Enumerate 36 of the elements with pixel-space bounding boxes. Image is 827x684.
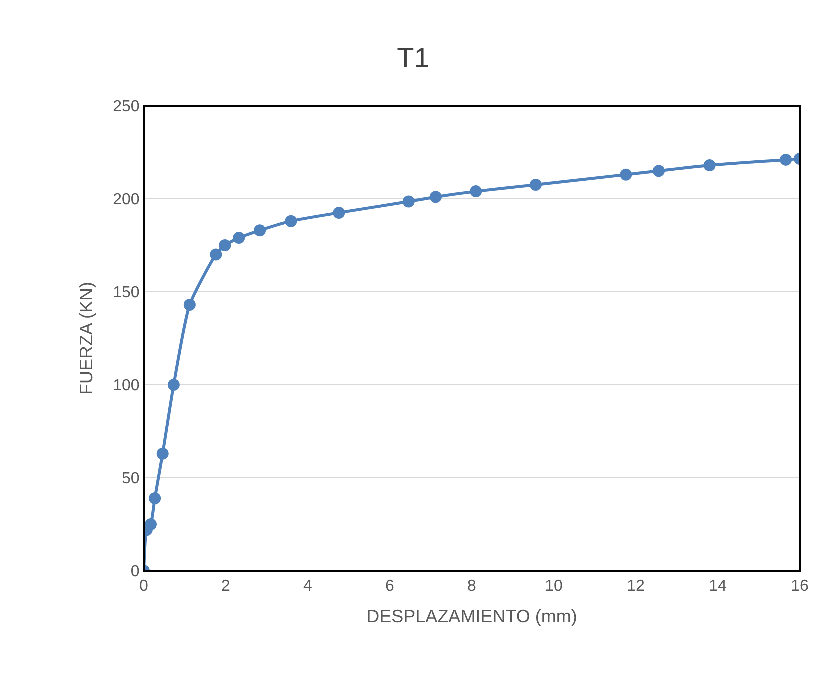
x-tick-label: 16 — [791, 578, 809, 596]
point — [652, 165, 665, 178]
y-tick-label: 200 — [113, 192, 140, 209]
point — [156, 448, 169, 460]
point — [430, 191, 442, 204]
point — [285, 215, 298, 228]
point — [219, 240, 232, 252]
y-tick-label: 150 — [113, 284, 140, 302]
y-tick-label: 250 — [113, 98, 140, 116]
y-axis-title: FUERZA (KN) — [76, 282, 96, 396]
point — [168, 379, 180, 391]
x-tick-label: 14 — [709, 578, 727, 596]
point — [620, 168, 632, 181]
point — [402, 196, 415, 208]
point — [333, 206, 346, 219]
point — [149, 492, 162, 504]
y-tick-label: 50 — [122, 470, 140, 488]
x-tick-label: 6 — [386, 578, 395, 596]
point — [704, 160, 716, 172]
point — [184, 299, 196, 312]
point — [210, 248, 222, 261]
point — [470, 186, 482, 198]
x-tick-label: 8 — [468, 578, 477, 596]
x-axis-title: DESPLAZAMIENTO (mm) — [366, 606, 578, 626]
x-tick-label: 2 — [222, 578, 231, 596]
point — [144, 518, 157, 530]
point — [254, 224, 266, 237]
point — [530, 179, 542, 192]
y-tick-label: 100 — [113, 378, 140, 395]
point — [780, 154, 792, 166]
point — [233, 232, 246, 244]
x-tick-label: 12 — [627, 578, 645, 596]
chart-title: T1 — [397, 42, 430, 74]
x-tick-label: 10 — [545, 578, 563, 596]
x-tick-label: 4 — [304, 578, 313, 596]
y-tick-label: 0 — [130, 564, 140, 581]
